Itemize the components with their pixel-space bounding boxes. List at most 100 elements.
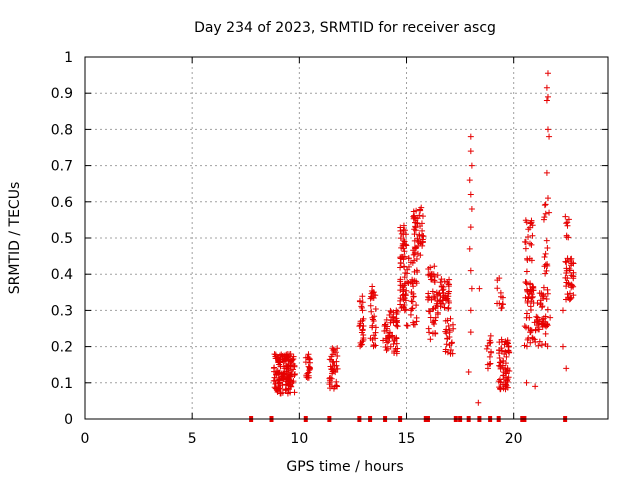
y-tick-label: 0.2 (51, 340, 73, 356)
data-point (446, 299, 453, 306)
data-point (388, 308, 395, 315)
data-point (497, 379, 504, 386)
data-point (431, 273, 438, 280)
data-point (467, 329, 474, 336)
data-point (291, 389, 298, 396)
data-point (411, 277, 418, 284)
data-point (563, 283, 570, 290)
data-point (280, 363, 287, 370)
data-point (410, 321, 417, 328)
data-point (304, 370, 311, 377)
data-point (334, 353, 341, 360)
data-point (541, 254, 548, 261)
data-point (330, 358, 337, 365)
data-point (543, 97, 550, 104)
data-point (409, 305, 416, 312)
data-point (387, 307, 394, 314)
data-point (279, 371, 286, 378)
data-point (530, 335, 537, 342)
data-point (570, 275, 577, 282)
data-point (428, 276, 435, 283)
data-point (536, 338, 543, 345)
data-point (567, 262, 574, 269)
data-point (447, 315, 454, 322)
data-point (419, 242, 426, 249)
data-point (497, 385, 504, 392)
data-point (443, 330, 450, 337)
data-point (543, 296, 550, 303)
data-point (530, 300, 537, 307)
data-point (430, 271, 437, 278)
data-point (486, 353, 493, 360)
data-point (386, 312, 393, 319)
x-tick-label: 5 (188, 431, 197, 447)
data-point (368, 288, 375, 295)
data-point (410, 293, 417, 300)
data-point (429, 306, 436, 313)
y-tick-label: 0.7 (51, 159, 73, 175)
data-point (563, 259, 570, 266)
data-point (290, 353, 297, 360)
data-point (439, 287, 446, 294)
data-point (540, 284, 547, 291)
data-point (487, 348, 494, 355)
data-point (359, 338, 366, 345)
data-point (565, 280, 572, 287)
data-point (334, 383, 341, 390)
data-point (538, 304, 545, 311)
data-point (538, 342, 545, 349)
data-point (285, 362, 292, 369)
data-point (528, 327, 535, 334)
data-point (542, 319, 549, 326)
data-point (392, 345, 399, 352)
data-point (417, 223, 424, 230)
data-point (486, 361, 493, 368)
data-point (359, 307, 366, 314)
data-point (540, 291, 547, 298)
data-point (404, 322, 411, 329)
data-point (468, 162, 475, 169)
data-point (522, 245, 529, 252)
data-point (442, 317, 449, 324)
data-point (438, 276, 445, 283)
data-point (413, 302, 420, 309)
data-point (445, 323, 452, 330)
data-point (405, 280, 412, 287)
data-point (496, 354, 503, 361)
data-point (432, 330, 439, 337)
data-point (400, 236, 407, 243)
data-point (543, 267, 550, 274)
data-point (465, 368, 472, 375)
data-point (544, 93, 551, 100)
data-point (291, 363, 298, 370)
chart-title: Day 234 of 2023, SRMTID for receiver asc… (194, 20, 496, 36)
y-tick-label: 0.5 (51, 231, 73, 247)
data-point (527, 328, 534, 335)
y-axis-ticks: 0 0.1 0.2 0.3 0.4 0.5 0.6 0.7 0.8 0.9 1 (51, 50, 608, 428)
data-point (435, 290, 442, 297)
data-point (542, 250, 549, 257)
data-point (440, 286, 447, 293)
data-point (326, 377, 333, 384)
data-point (287, 358, 294, 365)
data-point (371, 291, 378, 298)
data-point (276, 380, 283, 387)
data-point (393, 334, 400, 341)
data-point (541, 263, 548, 270)
data-point (499, 301, 506, 308)
data-point (535, 326, 542, 333)
data-point (543, 84, 550, 91)
data-point (543, 237, 550, 244)
data-point (414, 235, 421, 242)
data-point (333, 362, 340, 369)
data-point (547, 314, 554, 321)
data-point (424, 296, 431, 303)
data-point (441, 278, 448, 285)
data-point (544, 70, 551, 77)
data-point (450, 325, 457, 332)
data-point (449, 350, 456, 357)
data-point (401, 248, 408, 255)
data-point (394, 323, 401, 330)
data-point (496, 300, 503, 307)
data-point (288, 357, 295, 364)
